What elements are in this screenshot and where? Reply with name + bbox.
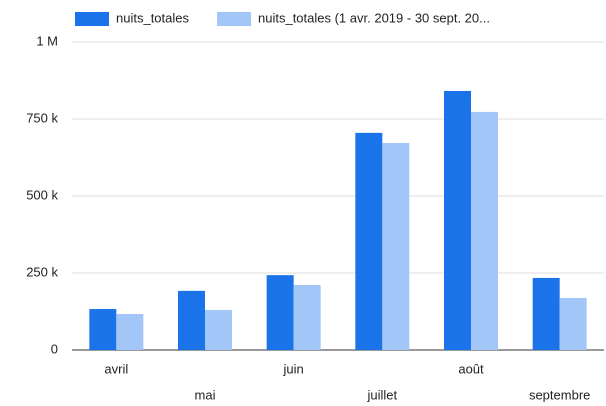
legend-swatch — [217, 12, 251, 26]
bar — [471, 111, 498, 350]
bar — [205, 309, 232, 350]
y-tick-label: 500 k — [26, 187, 58, 202]
bar — [266, 275, 294, 350]
bar — [116, 313, 144, 350]
bar — [559, 297, 587, 350]
bar — [444, 90, 471, 351]
legend-label: nuits_totales (1 avr. 2019 - 30 sept. 20… — [258, 10, 490, 25]
bar — [532, 277, 560, 350]
legend-label: nuits_totales — [116, 10, 189, 25]
x-tick-label: avril — [104, 361, 128, 376]
bar — [382, 143, 410, 350]
x-tick-label: juillet — [367, 387, 398, 402]
x-tick-label: juin — [283, 361, 304, 376]
x-tick-label: septembre — [529, 387, 590, 402]
y-tick-label: 250 k — [26, 264, 58, 279]
bar — [355, 132, 383, 350]
bar — [89, 309, 117, 350]
y-tick-label: 0 — [51, 341, 58, 356]
bar — [178, 290, 205, 350]
bar — [293, 285, 321, 350]
legend-swatch — [75, 12, 109, 26]
x-tick-label: août — [458, 361, 484, 376]
y-tick-label: 750 k — [26, 110, 58, 125]
y-tick-label: 1 M — [36, 33, 58, 48]
x-tick-label: mai — [195, 387, 216, 402]
